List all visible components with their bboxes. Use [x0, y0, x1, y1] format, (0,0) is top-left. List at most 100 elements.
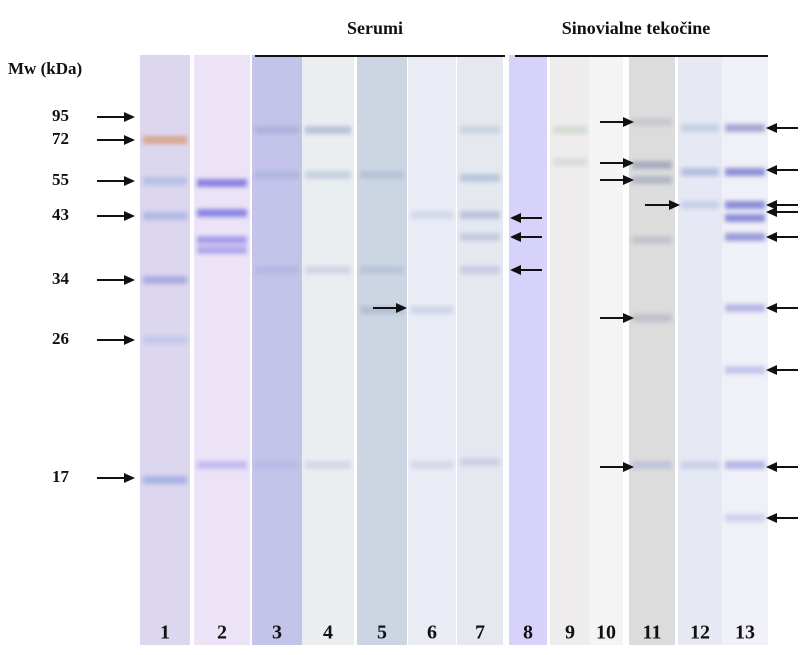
arrow-head: [766, 462, 777, 472]
arrow: [510, 232, 542, 242]
band: [305, 126, 351, 134]
arrow: [97, 275, 135, 285]
band: [197, 461, 247, 469]
arrow: [600, 462, 634, 472]
lane: [722, 55, 768, 645]
arrow-head: [623, 117, 634, 127]
band: [553, 158, 587, 166]
arrow-head: [766, 365, 777, 375]
arrow: [766, 207, 798, 217]
arrow: [97, 176, 135, 186]
lane-label: 10: [596, 622, 616, 644]
band: [305, 171, 351, 179]
arrow: [766, 232, 798, 242]
band: [681, 124, 719, 132]
band: [197, 246, 247, 254]
marker-label: 95: [52, 106, 69, 125]
arrow: [766, 200, 798, 210]
lane: [509, 55, 547, 645]
band: [411, 306, 453, 314]
band: [632, 236, 672, 244]
arrow-head: [623, 175, 634, 185]
lane-label: 9: [565, 622, 575, 644]
arrow: [766, 365, 798, 375]
band: [681, 461, 719, 469]
band: [725, 366, 765, 374]
lane: [252, 55, 302, 645]
lane-label: 8: [523, 622, 533, 644]
band: [460, 174, 500, 182]
arrow: [766, 123, 798, 133]
band: [305, 461, 351, 469]
band: [725, 304, 765, 312]
arrow-head: [124, 473, 135, 483]
arrow-head: [510, 232, 521, 242]
arrow-head: [766, 303, 777, 313]
lane: [194, 55, 250, 645]
lane-label: 7: [475, 622, 485, 644]
band: [725, 201, 765, 209]
arrow: [97, 473, 135, 483]
lane: [589, 55, 623, 645]
band: [197, 236, 247, 244]
group-title: Sinovialne tekočine: [562, 18, 711, 38]
arrow: [766, 303, 798, 313]
band: [632, 161, 672, 169]
band: [725, 168, 765, 176]
arrow-head: [623, 462, 634, 472]
marker-label: 34: [52, 269, 70, 288]
arrow: [97, 135, 135, 145]
arrow: [645, 200, 680, 210]
group-title: Serumi: [347, 18, 403, 38]
lane: [550, 55, 590, 645]
arrow-head: [669, 200, 680, 210]
band: [143, 212, 187, 220]
lane-label: 11: [643, 622, 662, 644]
arrow-head: [124, 176, 135, 186]
band: [725, 233, 765, 241]
band: [143, 136, 187, 144]
lane-label: 2: [217, 622, 227, 644]
lane: [678, 55, 722, 645]
arrow-head: [396, 303, 407, 313]
marker-label: 55: [52, 170, 69, 189]
arrows: [97, 112, 798, 523]
marker-label: 26: [52, 329, 69, 348]
band: [255, 266, 299, 274]
arrow: [97, 211, 135, 221]
arrow: [373, 303, 407, 313]
lane: [302, 55, 354, 645]
arrow-head: [124, 335, 135, 345]
band: [632, 314, 672, 322]
marker-label: 72: [52, 129, 69, 148]
arrow-head: [124, 112, 135, 122]
arrow: [600, 175, 634, 185]
lane: [408, 55, 456, 645]
band: [411, 211, 453, 219]
lane-label: 4: [323, 622, 333, 644]
arrow-head: [510, 213, 521, 223]
band: [725, 461, 765, 469]
arrow: [600, 313, 634, 323]
band: [197, 209, 247, 217]
band: [305, 266, 351, 274]
arrow-head: [766, 165, 777, 175]
arrow: [766, 165, 798, 175]
band: [632, 118, 672, 126]
arrow-head: [623, 313, 634, 323]
lane-label: 12: [690, 622, 710, 644]
arrow: [510, 265, 542, 275]
band: [197, 179, 247, 187]
band: [360, 266, 404, 274]
arrow: [510, 213, 542, 223]
arrow: [600, 117, 634, 127]
arrow-head: [124, 211, 135, 221]
band: [360, 171, 404, 179]
band: [143, 336, 187, 344]
band: [681, 168, 719, 176]
axis-label: Mw (kDa): [8, 59, 82, 78]
band: [460, 458, 500, 466]
band: [553, 126, 587, 134]
band: [632, 176, 672, 184]
